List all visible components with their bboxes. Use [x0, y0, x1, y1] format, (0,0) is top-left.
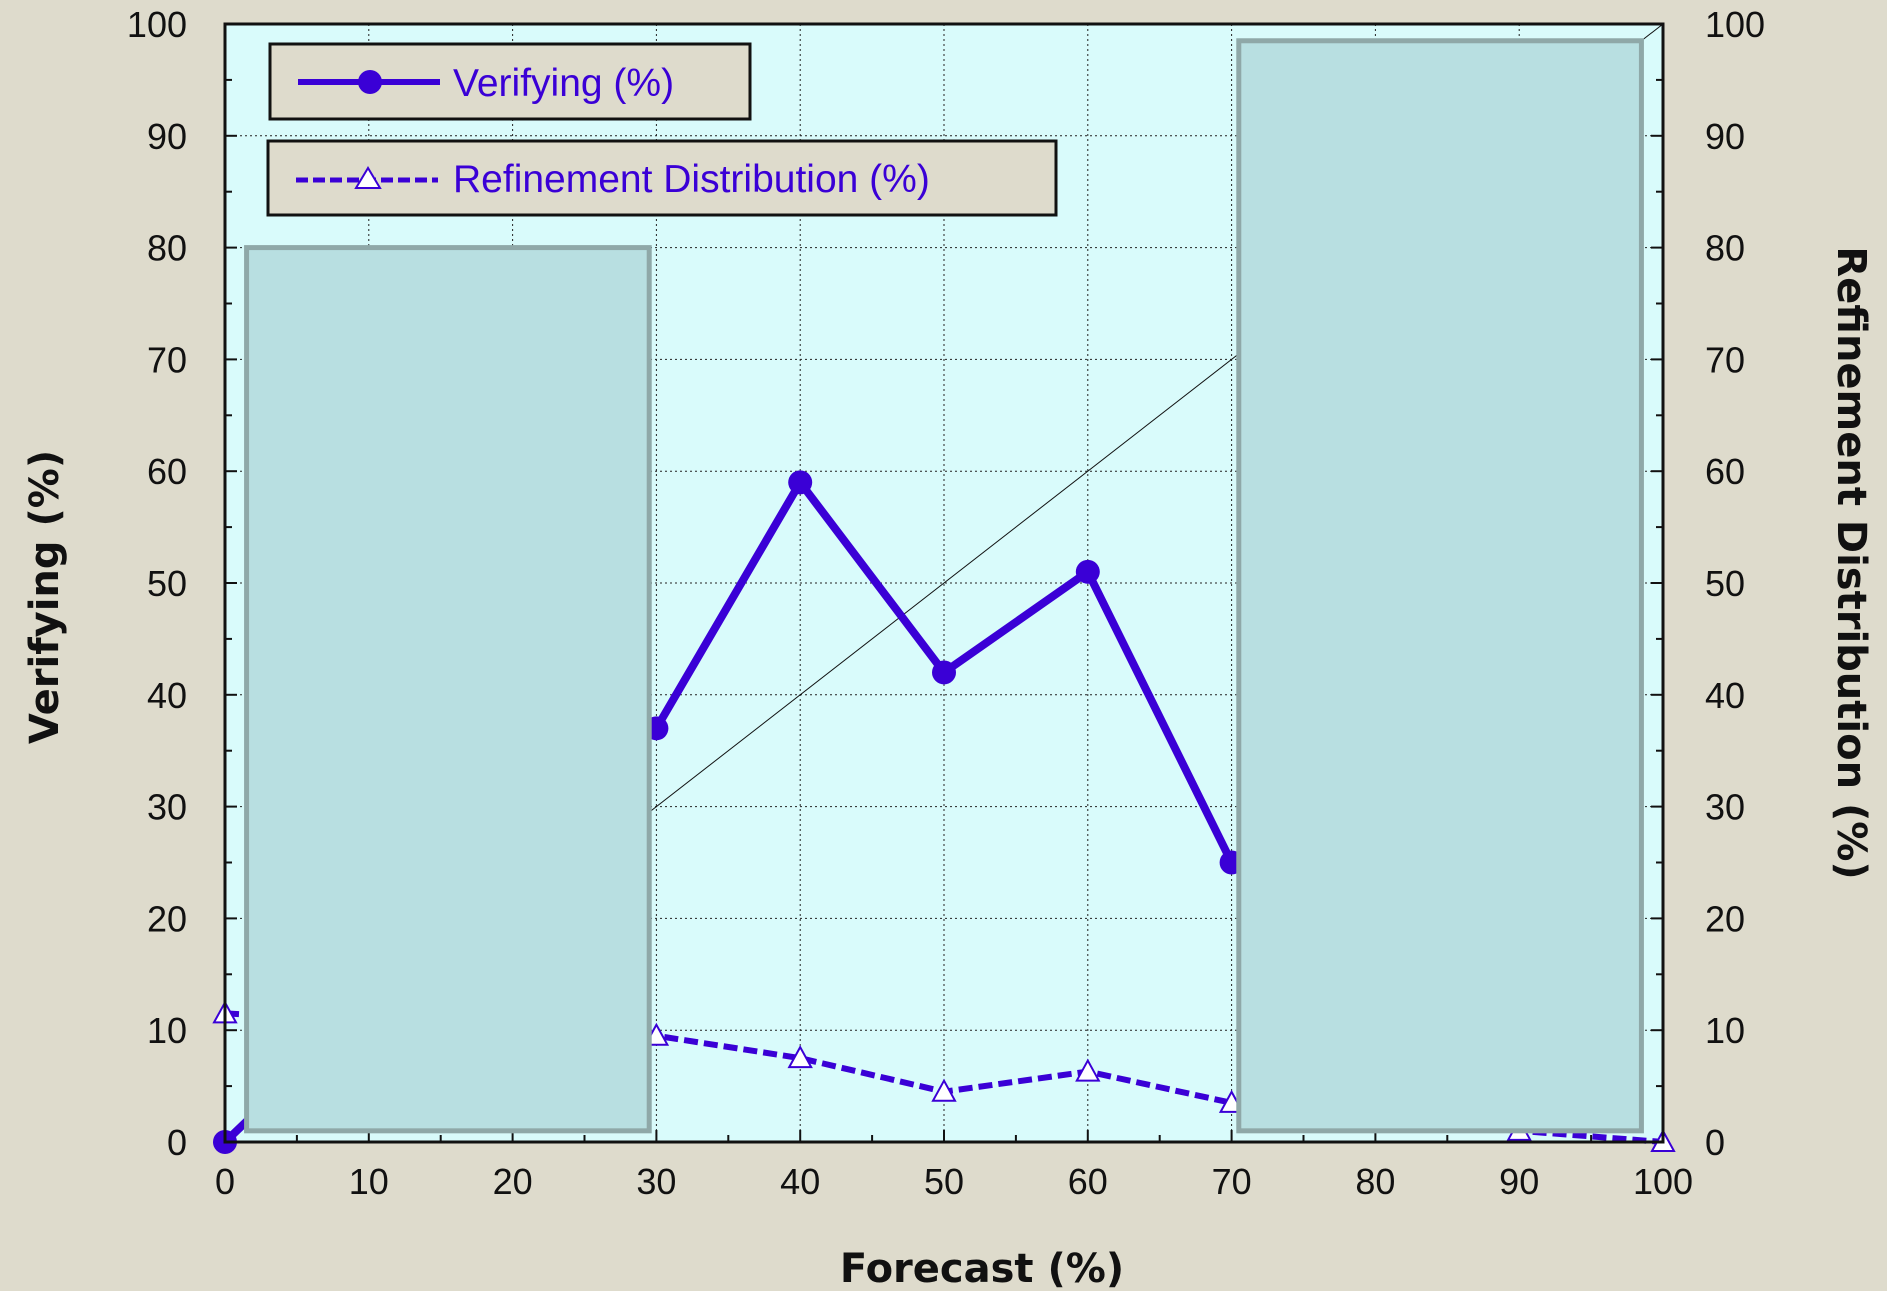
y-tick-label: 80	[147, 228, 187, 269]
y2-tick-label: 100	[1705, 4, 1765, 45]
y2-tick-label: 50	[1705, 563, 1745, 604]
y-tick-label: 100	[127, 4, 187, 45]
masking-boxes	[244, 38, 1644, 1134]
x-tick-labels: 0 10 20 30 40 50 60 70 80 90 100	[215, 1161, 1693, 1202]
y2-tick-labels: 0 10 20 30 40 50 60 70 80 90 100	[1705, 4, 1765, 1163]
y-tick-label: 30	[147, 787, 187, 828]
y-tick-label: 10	[147, 1010, 187, 1051]
x-tick-label: 90	[1499, 1161, 1539, 1202]
y-tick-label: 70	[147, 339, 187, 380]
series-0-point	[788, 470, 813, 495]
y2-tick-label: 60	[1705, 451, 1745, 492]
y2-tick-label: 20	[1705, 898, 1745, 939]
x-tick-label: 30	[636, 1161, 676, 1202]
series-1-point	[931, 1078, 957, 1102]
y-tick-label: 50	[147, 563, 187, 604]
x-tick-label: 100	[1633, 1161, 1693, 1202]
x-axis-title: Forecast (%)	[840, 1246, 1124, 1291]
x-tick-label: 10	[349, 1161, 389, 1202]
y-axis-title: Verifying (%)	[22, 450, 68, 744]
series-0-point	[932, 660, 956, 685]
y2-tick-label: 70	[1705, 339, 1745, 380]
x-tick-label: 70	[1212, 1161, 1252, 1202]
x-tick-label: 60	[1068, 1161, 1108, 1202]
y2-tick-label: 40	[1705, 675, 1745, 716]
y-tick-labels: 0 10 20 30 40 50 60 70 80 90 100	[127, 4, 187, 1163]
y2-tick-label: 90	[1705, 116, 1745, 157]
legend-refinement-label: Refinement Distribution (%)	[453, 158, 930, 201]
x-tick-label: 40	[780, 1161, 820, 1202]
y-tick-label: 40	[147, 675, 187, 716]
y2-tick-label: 10	[1705, 1010, 1745, 1051]
y2-tick-label: 80	[1705, 228, 1745, 269]
y-tick-label: 0	[167, 1122, 187, 1163]
masking-box	[244, 245, 652, 1134]
series-1-point	[1075, 1058, 1101, 1082]
legend-verifying: Verifying (%)	[268, 42, 752, 121]
plot-frame	[223, 22, 1665, 1144]
y2-tick-label: 30	[1705, 787, 1745, 828]
x-tick-label: 0	[215, 1161, 235, 1202]
legend-refinement: Refinement Distribution (%)	[266, 139, 1058, 217]
masking-box	[1236, 38, 1644, 1134]
y2-tick-label: 0	[1705, 1122, 1725, 1163]
x-tick-label: 50	[924, 1161, 964, 1202]
legend-verifying-label: Verifying (%)	[453, 62, 674, 105]
series-1-point	[787, 1045, 813, 1069]
x-tick-label: 80	[1355, 1161, 1395, 1202]
y-tick-label: 20	[147, 898, 187, 939]
series-0-point	[1075, 559, 1100, 584]
legend-verifying-swatch-marker	[358, 70, 382, 94]
y-tick-label: 90	[147, 116, 187, 157]
y2-axis-title: Refinement Distribution (%)	[1828, 246, 1874, 879]
y-tick-label: 60	[147, 451, 187, 492]
legend-refinement-swatch-marker	[354, 166, 382, 189]
x-tick-label: 20	[493, 1161, 533, 1202]
